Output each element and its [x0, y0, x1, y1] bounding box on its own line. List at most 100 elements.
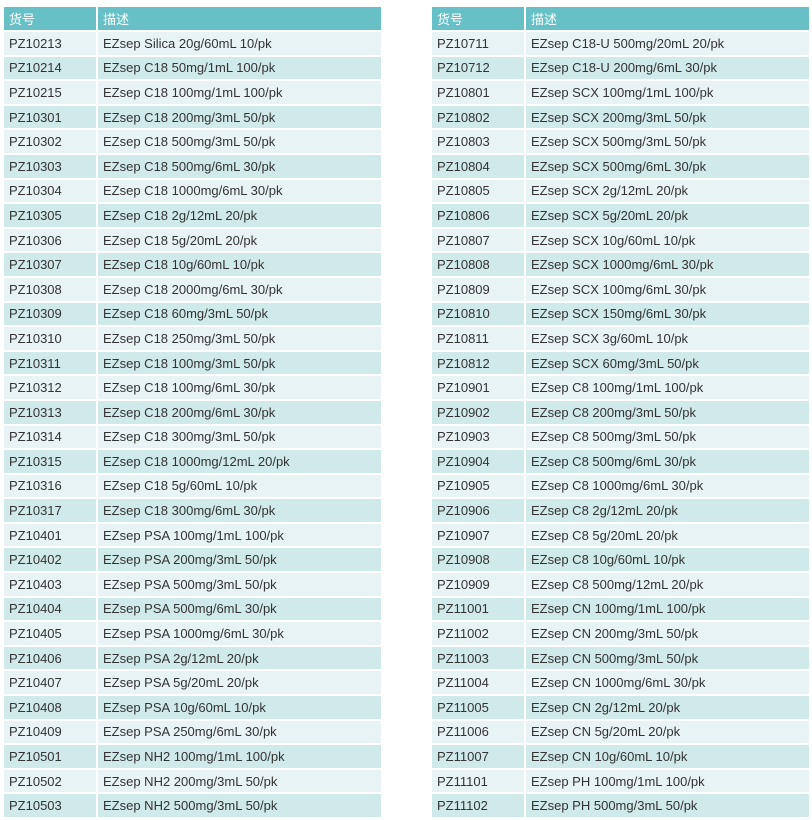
table-row: PZ10301 EZsep C18 200mg/3mL 50/pk: [4, 105, 381, 131]
product-code: PZ10902: [432, 400, 526, 426]
table-row: PZ10906 EZsep C8 2g/12mL 20/pk: [432, 499, 809, 524]
table-row: PZ10314 EZsep C18 300mg/3mL 50/pk: [4, 425, 381, 451]
table-row: PZ10404 EZsep PSA 500mg/6mL 30/pk: [4, 597, 381, 623]
product-code: PZ10807: [432, 228, 526, 254]
product-description: EZsep C18 100mg/3mL 50/pk: [98, 351, 381, 377]
product-description: EZsep C18 300mg/3mL 50/pk: [98, 425, 381, 451]
product-description: EZsep C8 500mg/12mL 20/pk: [526, 573, 809, 598]
table-row: PZ10408 EZsep PSA 10g/60mL 10/pk: [4, 696, 381, 721]
product-description: EZsep C18 200mg/6mL 30/pk: [98, 400, 381, 426]
product-code: PZ11001: [432, 597, 526, 623]
table-row: PZ11006 EZsep CN 5g/20mL 20/pk: [432, 720, 809, 746]
product-code: PZ10408: [4, 696, 98, 721]
table-row: PZ10311 EZsep C18 100mg/3mL 50/pk: [4, 351, 381, 377]
product-description: EZsep C18 250mg/3mL 50/pk: [98, 327, 381, 352]
table-row: PZ10810 EZsep SCX 150mg/6mL 30/pk: [432, 302, 809, 328]
table-row: PZ10812 EZsep SCX 60mg/3mL 50/pk: [432, 351, 809, 377]
product-code: PZ11007: [432, 745, 526, 770]
product-description: EZsep C8 200mg/3mL 50/pk: [526, 400, 809, 426]
product-description: EZsep C8 500mg/6mL 30/pk: [526, 450, 809, 475]
table-row: PZ10315 EZsep C18 1000mg/12mL 20/pk: [4, 450, 381, 475]
product-description: EZsep C8 1000mg/6mL 30/pk: [526, 474, 809, 500]
product-code: PZ10502: [4, 769, 98, 795]
product-code: PZ10311: [4, 351, 98, 377]
product-description: EZsep C8 10g/60mL 10/pk: [526, 548, 809, 574]
product-code: PZ11002: [432, 622, 526, 647]
table-row: PZ10405 EZsep PSA 1000mg/6mL 30/pk: [4, 622, 381, 647]
table-row: PZ10805 EZsep SCX 2g/12mL 20/pk: [432, 179, 809, 205]
table-row: PZ10908 EZsep C8 10g/60mL 10/pk: [432, 548, 809, 574]
table-row: PZ11004 EZsep CN 1000mg/6mL 30/pk: [432, 671, 809, 697]
product-description: EZsep C18 1000mg/6mL 30/pk: [98, 179, 381, 205]
table-row: PZ10309 EZsep C18 60mg/3mL 50/pk: [4, 302, 381, 328]
product-description: EZsep CN 100mg/1mL 100/pk: [526, 597, 809, 623]
product-description: EZsep C18 300mg/6mL 30/pk: [98, 499, 381, 524]
product-description: EZsep PSA 250mg/6mL 30/pk: [98, 720, 381, 746]
product-description: EZsep C18 500mg/3mL 50/pk: [98, 130, 381, 155]
product-description: EZsep C18 5g/60mL 10/pk: [98, 474, 381, 500]
table-row: PZ10502 EZsep NH2 200mg/3mL 50/pk: [4, 769, 381, 795]
table-row: PZ11102 EZsep PH 500mg/3mL 50/pk: [432, 794, 809, 819]
table-row: PZ10316 EZsep C18 5g/60mL 10/pk: [4, 474, 381, 500]
product-code: PZ11006: [432, 720, 526, 746]
product-code: PZ10305: [4, 204, 98, 229]
product-code: PZ10905: [432, 474, 526, 500]
product-code: PZ10316: [4, 474, 98, 500]
table-row: PZ10214 EZsep C18 50mg/1mL 100/pk: [4, 56, 381, 82]
product-code: PZ10407: [4, 671, 98, 697]
product-description: EZsep SCX 100mg/6mL 30/pk: [526, 277, 809, 303]
table-row: PZ10302 EZsep C18 500mg/3mL 50/pk: [4, 130, 381, 155]
product-description: EZsep C18 100mg/1mL 100/pk: [98, 81, 381, 106]
product-code: PZ11003: [432, 646, 526, 672]
product-description: EZsep C8 100mg/1mL 100/pk: [526, 376, 809, 401]
product-code: PZ10805: [432, 179, 526, 205]
header-desc: 描述: [526, 7, 809, 32]
table-row: PZ10808 EZsep SCX 1000mg/6mL 30/pk: [432, 253, 809, 278]
table-row: PZ10310 EZsep C18 250mg/3mL 50/pk: [4, 327, 381, 352]
product-code: PZ11101: [432, 769, 526, 795]
product-code: PZ10802: [432, 105, 526, 131]
product-description: EZsep NH2 100mg/1mL 100/pk: [98, 745, 381, 770]
product-code: PZ10213: [4, 32, 98, 57]
product-description: EZsep CN 2g/12mL 20/pk: [526, 696, 809, 721]
product-code: PZ10711: [432, 32, 526, 57]
product-description: EZsep SCX 3g/60mL 10/pk: [526, 327, 809, 352]
product-code: PZ10308: [4, 277, 98, 303]
product-description: EZsep CN 5g/20mL 20/pk: [526, 720, 809, 746]
product-code: PZ10801: [432, 81, 526, 106]
table-row: PZ11101 EZsep PH 100mg/1mL 100/pk: [432, 769, 809, 795]
product-code: PZ10404: [4, 597, 98, 623]
product-code: PZ10808: [432, 253, 526, 278]
product-code: PZ10803: [432, 130, 526, 155]
product-code: PZ10304: [4, 179, 98, 205]
table-row: PZ10807 EZsep SCX 10g/60mL 10/pk: [432, 228, 809, 254]
product-description: EZsep CN 500mg/3mL 50/pk: [526, 646, 809, 672]
product-code: PZ10214: [4, 56, 98, 82]
table-row: PZ10811 EZsep SCX 3g/60mL 10/pk: [432, 327, 809, 352]
product-description: EZsep C18 100mg/6mL 30/pk: [98, 376, 381, 401]
product-code: PZ10301: [4, 105, 98, 131]
product-description: EZsep C18-U 500mg/20mL 20/pk: [526, 32, 809, 57]
product-description: EZsep NH2 200mg/3mL 50/pk: [98, 769, 381, 795]
table-row: PZ10804 EZsep SCX 500mg/6mL 30/pk: [432, 154, 809, 180]
product-code: PZ10401: [4, 523, 98, 549]
product-code: PZ10406: [4, 646, 98, 672]
table-row: PZ10909 EZsep C8 500mg/12mL 20/pk: [432, 573, 809, 598]
product-description: EZsep C18 200mg/3mL 50/pk: [98, 105, 381, 131]
product-description: EZsep PSA 10g/60mL 10/pk: [98, 696, 381, 721]
product-description: EZsep SCX 1000mg/6mL 30/pk: [526, 253, 809, 278]
table-row: PZ10308 EZsep C18 2000mg/6mL 30/pk: [4, 277, 381, 303]
product-description: EZsep SCX 150mg/6mL 30/pk: [526, 302, 809, 328]
product-description: EZsep NH2 500mg/3mL 50/pk: [98, 794, 381, 819]
product-description: EZsep PSA 2g/12mL 20/pk: [98, 646, 381, 672]
product-description: EZsep CN 1000mg/6mL 30/pk: [526, 671, 809, 697]
product-description: EZsep SCX 200mg/3mL 50/pk: [526, 105, 809, 131]
table-row: PZ10307 EZsep C18 10g/60mL 10/pk: [4, 253, 381, 278]
table-row: PZ10409 EZsep PSA 250mg/6mL 30/pk: [4, 720, 381, 746]
product-code: PZ10313: [4, 400, 98, 426]
product-description: EZsep PSA 1000mg/6mL 30/pk: [98, 622, 381, 647]
product-description: EZsep C18 500mg/6mL 30/pk: [98, 154, 381, 180]
table-row: PZ10503 EZsep NH2 500mg/3mL 50/pk: [4, 794, 381, 819]
product-description: EZsep C18 60mg/3mL 50/pk: [98, 302, 381, 328]
product-description: EZsep C8 500mg/3mL 50/pk: [526, 425, 809, 451]
